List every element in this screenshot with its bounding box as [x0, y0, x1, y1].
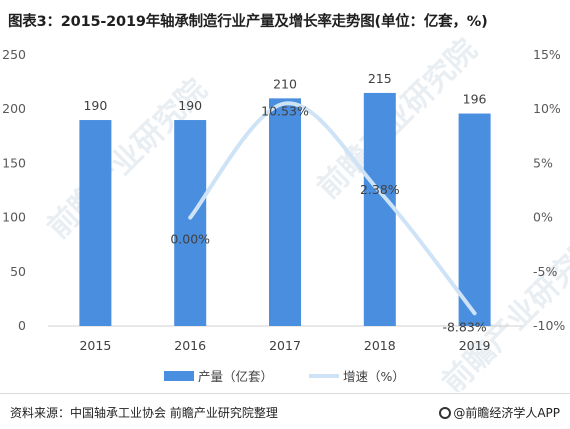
left-tick-label: 50 [10, 264, 26, 279]
left-tick-label: 200 [2, 101, 26, 116]
bar-labels: 190 190 210 215 196 [83, 71, 486, 113]
right-tick-label: 5% [533, 155, 553, 170]
watermark-text: 前瞻产业研究院 [311, 32, 484, 205]
left-tick-label: 100 [2, 210, 26, 225]
bar-value-label: 210 [273, 76, 297, 91]
bar-value-label: 190 [178, 98, 202, 113]
legend-line-label: 增速（%） [343, 369, 405, 384]
line-series [188, 101, 477, 316]
x-tick-label: 2019 [459, 338, 491, 353]
line-labels: 0.00% 10.53% 2.38% -8.83% [170, 103, 486, 334]
left-tick-label: 150 [2, 155, 26, 170]
bar [174, 120, 207, 326]
growth-value-label: 2.38% [360, 182, 400, 197]
growth-value-label: 0.00% [170, 232, 210, 247]
credit-text: @前瞻经济学人APP [453, 406, 560, 420]
growth-value-label: 10.53% [261, 103, 309, 118]
x-tick-label: 2016 [174, 338, 206, 353]
source-note: 资料来源：中国轴承工业协会 前瞻产业研究院整理 [10, 406, 278, 420]
growth-value-label: -8.83% [442, 319, 486, 334]
bar-value-label: 215 [368, 71, 392, 86]
right-tick-label: -10% [533, 318, 565, 333]
bar-value-label: 196 [463, 92, 487, 107]
x-axis-labels: 2015 2016 2017 2018 2019 [79, 338, 490, 353]
watermark-text: 前瞻产业研究院 [436, 227, 570, 392]
bar [79, 120, 112, 326]
credit: @前瞻经济学人APP [439, 404, 560, 421]
right-tick-label: 15% [533, 47, 561, 62]
legend: 产量（亿套） 增速（%） [164, 369, 405, 384]
bar-series [79, 92, 491, 326]
brand-logo-icon [439, 407, 452, 419]
left-axis: 0 50 100 150 200 250 [2, 47, 26, 333]
right-tick-label: 0% [533, 210, 553, 225]
x-tick-label: 2018 [364, 338, 396, 353]
bar [269, 98, 301, 326]
right-tick-label: 10% [533, 101, 561, 116]
growth-line [188, 101, 477, 316]
footer: 资料来源：中国轴承工业协会 前瞻产业研究院整理 @前瞻经济学人APP [0, 393, 570, 429]
right-axis: -10% -5% 0% 5% 10% 15% [533, 47, 565, 333]
bar [458, 113, 491, 326]
legend-bar-label: 产量（亿套） [198, 369, 273, 384]
x-tick-label: 2015 [79, 338, 111, 353]
x-tick-label: 2017 [269, 338, 301, 353]
legend-bar-swatch [164, 371, 194, 381]
left-tick-label: 0 [18, 318, 26, 333]
left-tick-label: 250 [2, 47, 26, 62]
bar [363, 92, 396, 326]
chart-title: 图表3：2015-2019年轴承制造行业产量及增长率走势图(单位：亿套，%) [8, 14, 488, 30]
right-tick-label: -5% [533, 264, 557, 279]
bar-value-label: 190 [83, 98, 107, 113]
